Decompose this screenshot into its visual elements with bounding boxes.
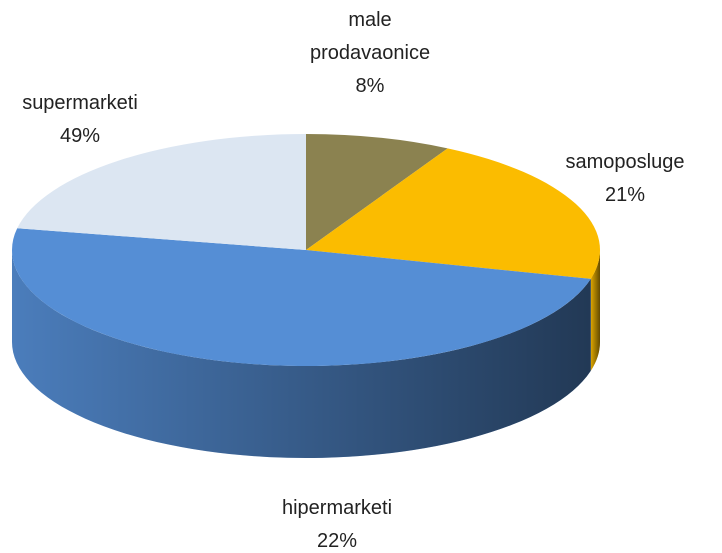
slice [306, 134, 448, 250]
label-category: samoposluge [565, 151, 685, 173]
label-value: 22% [316, 530, 358, 552]
label-category: hipermarketi [281, 497, 393, 519]
slice-side-shade [590, 250, 600, 371]
data-label: supermarketi 49% [0, 87, 180, 153]
slice [17, 134, 306, 250]
slice [306, 148, 600, 279]
slice-side-shade [12, 250, 591, 458]
label-value: 49% [59, 125, 101, 147]
data-label: male prodavaonice 8% [285, 4, 455, 103]
data-label: hipermarketi 22% [237, 492, 437, 553]
label-value: 21% [604, 184, 646, 206]
label-value: 8% [355, 75, 385, 97]
slice [12, 228, 591, 366]
label-category: male prodavaonice [310, 9, 431, 64]
data-label: samoposluge 21% [525, 146, 722, 212]
label-category: supermarketi [22, 92, 138, 114]
